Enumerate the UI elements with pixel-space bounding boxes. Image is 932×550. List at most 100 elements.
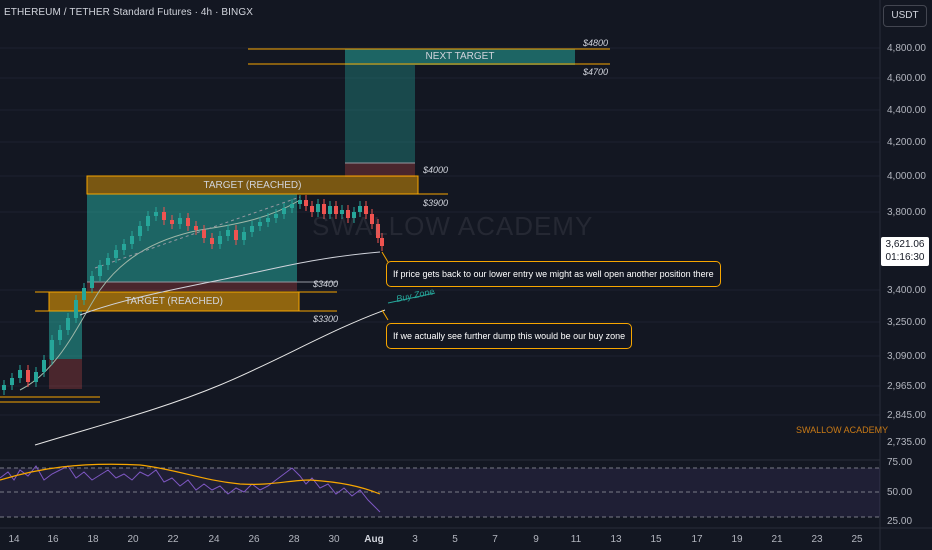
time-tick: 18 (87, 534, 99, 545)
time-tick: 11 (570, 534, 582, 545)
candle-body (376, 224, 380, 238)
candle-body (346, 210, 350, 218)
note-lower-entry[interactable]: If price gets back to our lower entry we… (386, 261, 721, 287)
candle-body (146, 216, 150, 226)
rsi-line (0, 465, 381, 513)
rsi-tick: 75.00 (887, 457, 913, 468)
price-label-4700: $4700 (583, 67, 609, 77)
symbol-title[interactable]: ETHEREUM / TETHER Standard Futures · 4h … (4, 7, 254, 18)
next-target-position (248, 48, 610, 177)
rsi-pane (0, 463, 880, 518)
candle-body (82, 288, 86, 300)
price-tick: 2,735.00 (887, 437, 926, 448)
time-tick: 24 (208, 534, 220, 545)
time-tick: 28 (288, 534, 300, 545)
candle-body (304, 200, 308, 206)
candle-body (50, 340, 54, 360)
candle-body (154, 212, 158, 216)
candle-body (42, 360, 46, 372)
candle-body (352, 212, 356, 218)
candle-body (274, 214, 278, 218)
buy-zone-line (387, 292, 436, 304)
candle-body (58, 330, 62, 340)
current-price: 3,621.06 (885, 239, 925, 250)
time-tick: 13 (610, 534, 622, 545)
price-tick: 4,200.00 (887, 137, 926, 148)
note-buy-zone[interactable]: If we actually see further dump this wou… (386, 323, 633, 349)
time-tick: 20 (127, 534, 139, 545)
candle-body (34, 372, 38, 382)
candle-body (266, 218, 270, 222)
candle-body (250, 226, 254, 232)
time-tick: 26 (248, 534, 260, 545)
price-tick: 4,600.00 (887, 73, 926, 84)
time-tick: 15 (650, 534, 662, 545)
candle-body (202, 230, 206, 238)
price-tick: 4,000.00 (887, 171, 926, 182)
candles (2, 195, 384, 395)
time-tick: 16 (47, 534, 59, 545)
candle-body (298, 200, 302, 204)
price-label-4000: $4000 (423, 165, 449, 175)
candle-body (370, 214, 374, 224)
price-tick: 2,965.00 (887, 381, 926, 392)
ma-long (34, 309, 386, 446)
candle-body (98, 265, 102, 276)
time-tick: 30 (328, 534, 340, 545)
candle-body (18, 370, 22, 378)
candle-body (186, 218, 190, 226)
candle-body (290, 204, 294, 208)
time-tick: 9 (533, 534, 539, 545)
time-tick: 19 (731, 534, 743, 545)
candle-body (210, 238, 214, 244)
candle-body (310, 206, 314, 212)
target-reached-upper (86, 175, 448, 291)
watermark-small: SWALLOW ACADEMY (796, 425, 889, 435)
candle-body (138, 226, 142, 236)
target-reached-lower-label: TARGET (REACHED) (125, 296, 223, 307)
time-tick: 22 (167, 534, 179, 545)
candle-body (316, 204, 320, 212)
candle-body (26, 370, 30, 382)
time-tick: 3 (412, 534, 418, 545)
note-1-pointer (381, 251, 389, 263)
price-tick: 3,800.00 (887, 207, 926, 218)
candle-body (358, 206, 362, 212)
candle-body (218, 236, 222, 244)
candle-body (178, 218, 182, 224)
candle-body (364, 206, 368, 214)
candle-body (242, 232, 246, 240)
bar-countdown: 01:16:30 (885, 252, 925, 263)
candle-body (194, 226, 198, 230)
price-tick: 4,400.00 (887, 105, 926, 116)
time-tick: 7 (492, 534, 498, 545)
price-tick: 4,800.00 (887, 43, 926, 54)
current-price-badge: 3,621.06 01:16:30 (881, 237, 929, 266)
candle-body (258, 222, 262, 226)
time-tick: 5 (452, 534, 458, 545)
dashed-trend (94, 196, 301, 269)
candle-body (74, 300, 78, 318)
candle-body (340, 210, 344, 214)
currency-button[interactable]: USDT (883, 5, 927, 27)
price-tick: 2,845.00 (887, 410, 926, 421)
time-tick: 14 (8, 534, 20, 545)
ma-mid (79, 251, 381, 316)
candle-body (334, 206, 338, 214)
price-label-3400: $3400 (313, 279, 339, 289)
candle-body (106, 258, 110, 265)
time-tick: 17 (691, 534, 703, 545)
candle-body (282, 208, 286, 214)
candle-body (114, 250, 118, 258)
watermark: SWALLOW ACADEMY (312, 211, 594, 241)
candle-body (122, 244, 126, 250)
candle-body (162, 212, 166, 220)
rsi-ma (0, 463, 381, 495)
ma-short (19, 199, 301, 391)
price-label-3900: $3900 (423, 198, 449, 208)
candle-body (170, 220, 174, 224)
price-label-3300: $3300 (313, 314, 339, 324)
next-target-label: NEXT TARGET (425, 51, 495, 62)
candle-body (130, 236, 134, 244)
